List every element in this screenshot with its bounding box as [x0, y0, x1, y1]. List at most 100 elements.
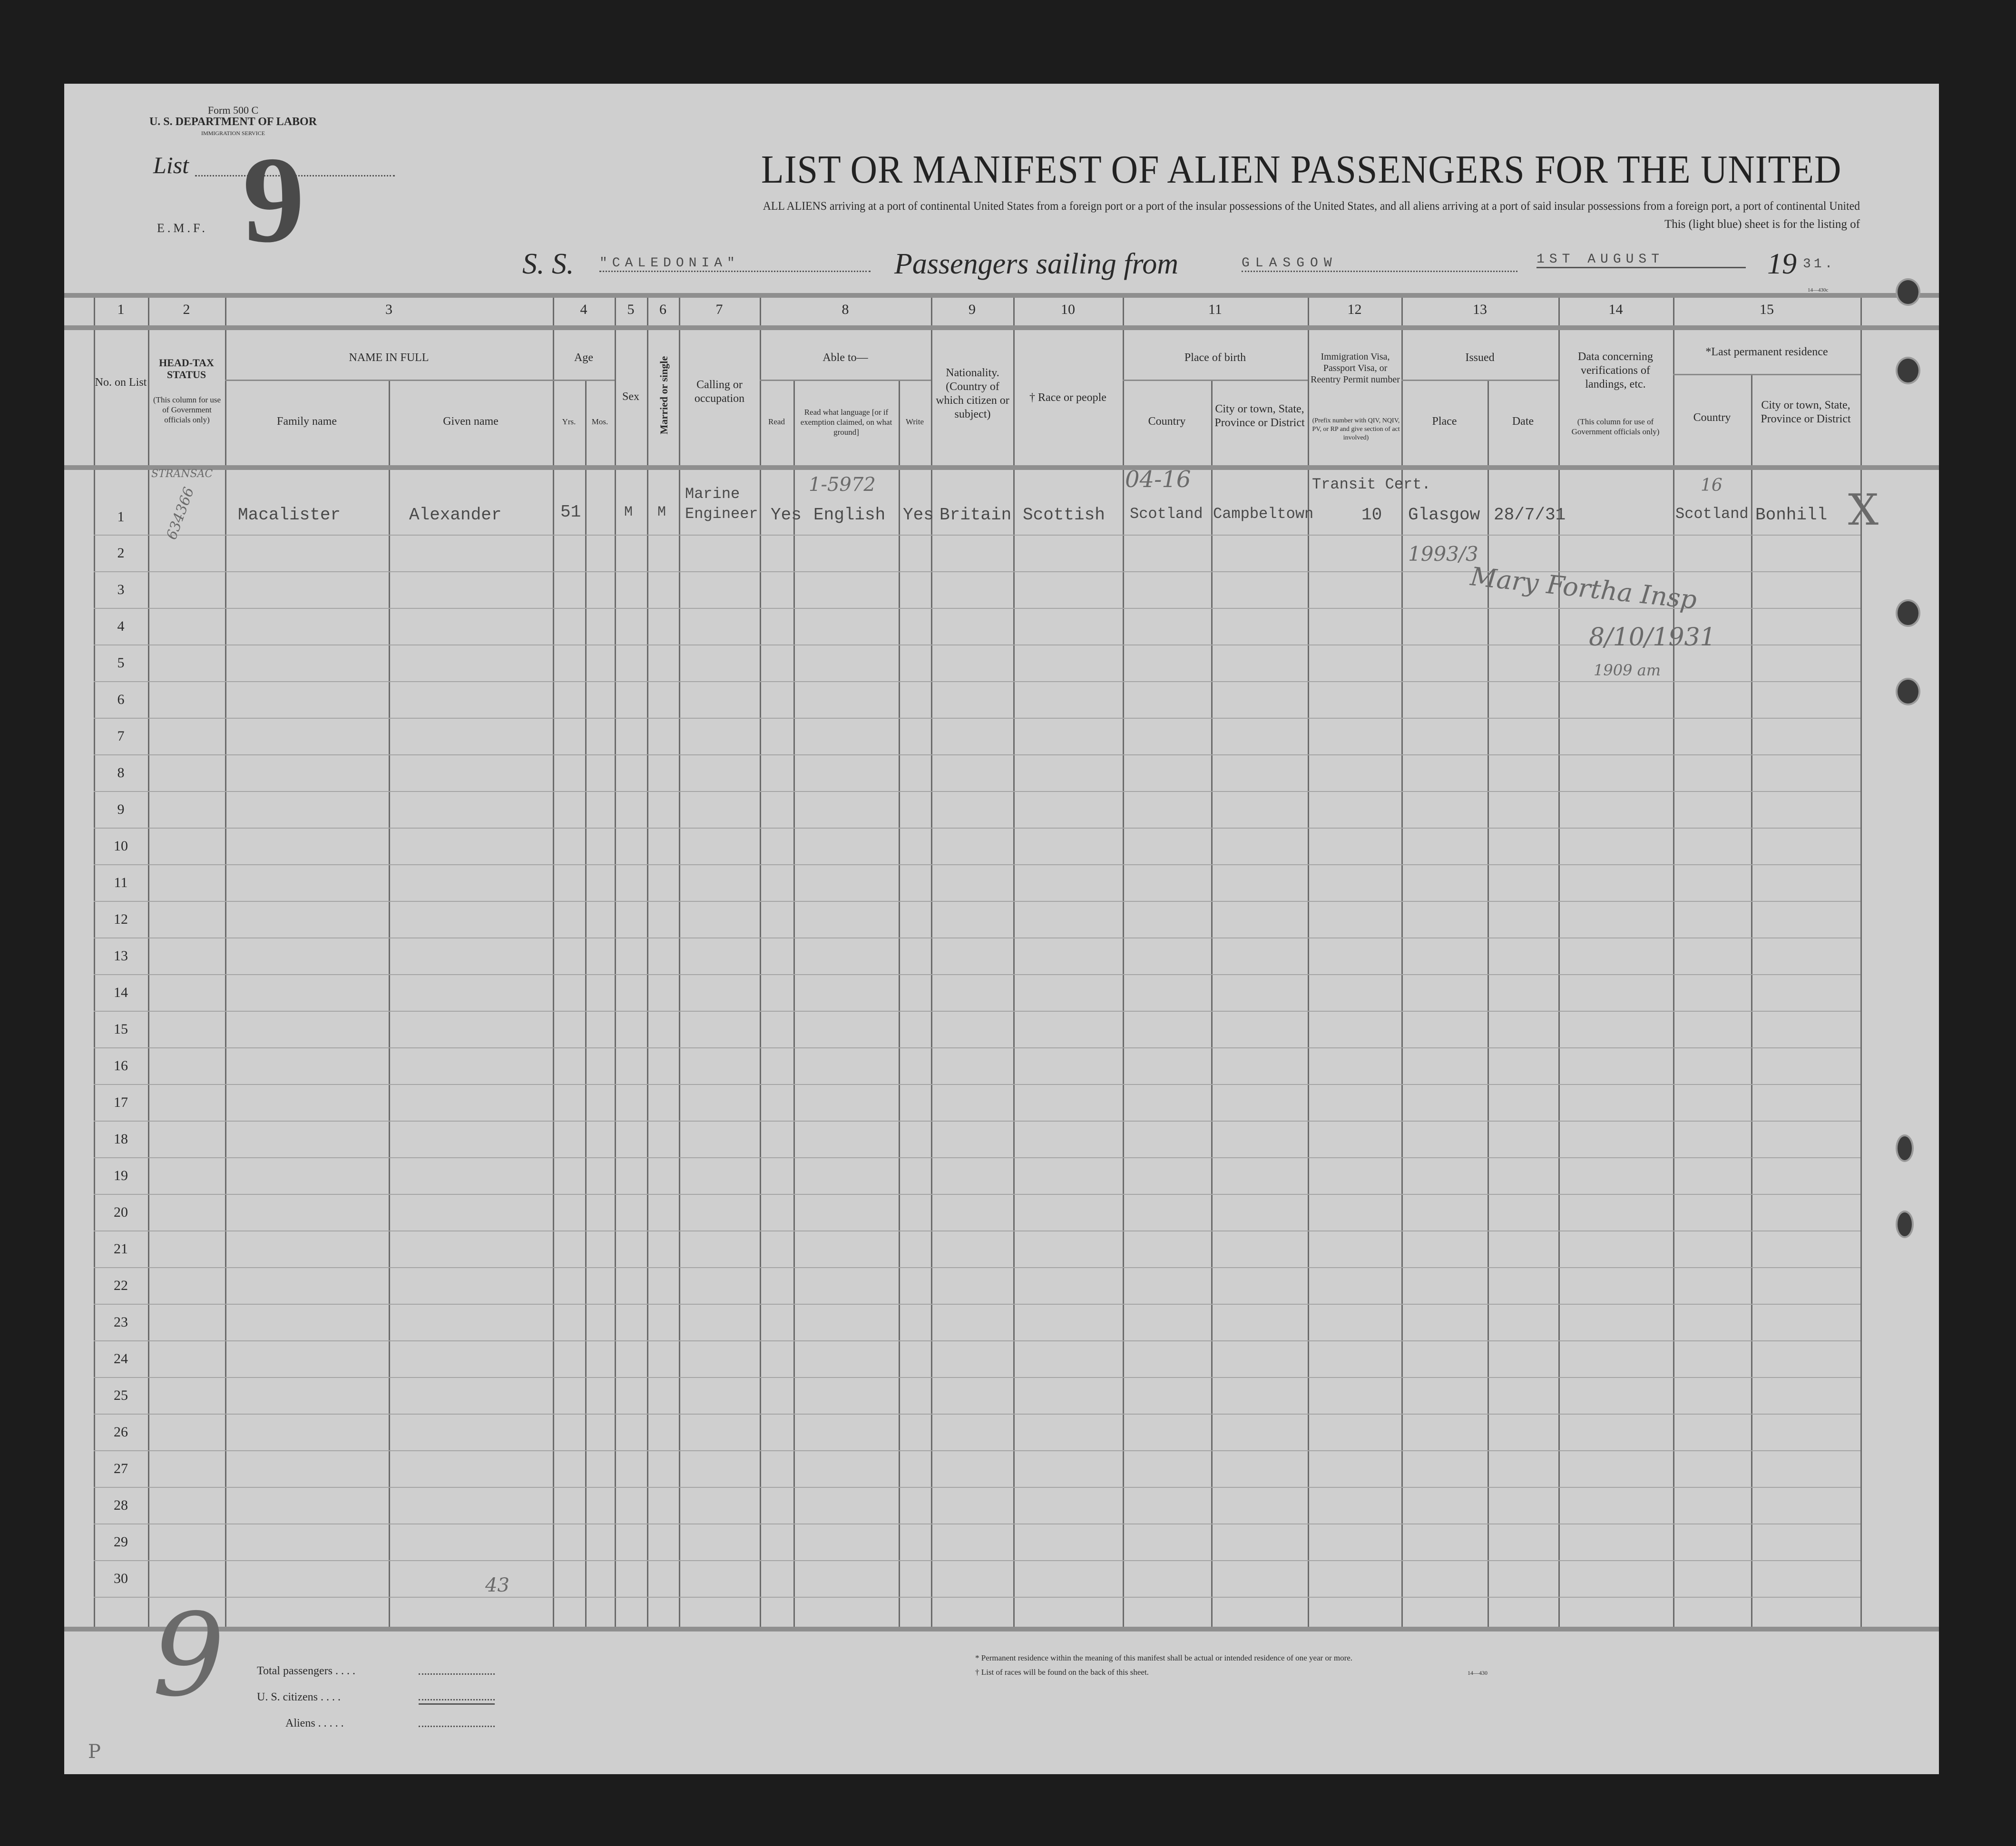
row-line [94, 791, 1860, 792]
column-number: 15 [1760, 302, 1774, 317]
us-citizens-field [419, 1699, 495, 1705]
visa-number: 10 [1361, 505, 1382, 525]
column-divider [1123, 293, 1124, 1627]
header-visa-note: (Prefix number with QIV, NQIV, PV, or RP… [1312, 417, 1400, 441]
row-number: 22 [114, 1278, 128, 1293]
header-mos: Mos. [591, 417, 608, 426]
row-line [94, 1340, 1860, 1341]
header-age: Age [574, 352, 593, 364]
row-line [94, 535, 1860, 536]
row-line [94, 1194, 1860, 1195]
sailing-label: Passengers sailing from [894, 248, 1179, 280]
punch-hole [1896, 1211, 1914, 1238]
issued-date: 28/7/31 [1494, 505, 1566, 525]
emf-label: E.M.F. [157, 221, 208, 235]
issued-place: Glasgow [1408, 505, 1480, 525]
row-number: 16 [114, 1058, 128, 1074]
row-number: 2 [117, 545, 125, 561]
row-number: 30 [114, 1571, 128, 1586]
header-head-tax: HEAD-TAX STATUS [159, 357, 214, 381]
row-number: 29 [114, 1534, 128, 1550]
column-number: 12 [1347, 302, 1362, 317]
subcolumn-divider [585, 381, 587, 1627]
row-number: 27 [114, 1461, 128, 1476]
row-line [94, 754, 1860, 755]
column-number: 9 [969, 302, 976, 317]
year-prefix: 19 [1767, 248, 1797, 280]
column-divider [148, 293, 149, 1627]
row-number: 23 [114, 1314, 128, 1330]
header-data-note: (This column for use of Government offic… [1571, 417, 1660, 436]
row-number: 26 [114, 1424, 128, 1440]
corner-p: P [88, 1741, 101, 1763]
header-issued-date: Date [1512, 415, 1534, 428]
header-res-country: Country [1693, 411, 1731, 424]
group-underline [760, 380, 931, 381]
age-yrs: 51 [560, 502, 581, 522]
page-title: LIST OR MANIFEST OF ALIEN PASSENGERS FOR… [761, 147, 1842, 192]
department: U. S. DEPARTMENT OF LABOR [149, 116, 317, 128]
group-underline [1123, 380, 1308, 381]
row-number: 25 [114, 1387, 128, 1403]
header-given-name: Given name [443, 415, 499, 428]
port-field: GLASGOW [1242, 256, 1517, 272]
marital-status: M [657, 504, 666, 520]
header-sex: Sex [622, 391, 639, 403]
column-divider [679, 293, 680, 1627]
subcolumn-divider [1488, 381, 1489, 1627]
row-line [94, 608, 1860, 609]
birth-annotation: 04-16 [1125, 466, 1191, 493]
row-line [94, 1304, 1860, 1305]
header-yrs: Yrs. [562, 417, 576, 426]
group-underline [1673, 374, 1860, 375]
column-divider [647, 293, 648, 1627]
aliens-label: Aliens . . . . . [285, 1717, 344, 1729]
row-line [94, 901, 1860, 902]
header-family-name: Family name [277, 415, 337, 428]
column-number: 13 [1473, 302, 1487, 317]
column-number: 6 [659, 302, 666, 317]
date-field: 1ST AUGUST [1536, 252, 1746, 268]
table-rule [64, 293, 1939, 298]
column-number: 8 [842, 302, 849, 317]
column-divider [931, 293, 932, 1627]
table-rule [64, 325, 1939, 330]
row-line [94, 864, 1860, 865]
form-code-top: 14—430c [1808, 287, 1829, 293]
subcolumn-divider [1751, 375, 1752, 1627]
header-read-what: Read what language [or if exemption clai… [800, 408, 892, 437]
subcolumn-divider [389, 381, 390, 1627]
language: English [813, 505, 886, 525]
footnote-races: † List of races will be found on the bac… [975, 1668, 1149, 1677]
row-number: 8 [117, 765, 125, 781]
table-rule [64, 465, 1939, 470]
header-able-to: Able to— [822, 352, 868, 364]
punch-hole [1896, 357, 1920, 384]
row-number: 21 [114, 1241, 128, 1257]
row-number: 9 [117, 801, 125, 817]
can-read: Yes [771, 505, 802, 525]
year-suffix: 31. [1803, 257, 1836, 272]
given-name: Alexander [409, 505, 502, 525]
sex: M [624, 504, 633, 520]
column-number: 14 [1608, 302, 1623, 317]
family-name: Macalister [238, 505, 341, 525]
column-divider [1558, 293, 1560, 1627]
us-citizens-label: U. S. citizens . . . . [257, 1691, 341, 1703]
residence-annotation: 16 [1701, 476, 1722, 495]
aliens-field [419, 1726, 495, 1727]
bottom-mark: 43 [485, 1574, 509, 1596]
header-res-city: City or town, State, Province or Distric… [1761, 399, 1851, 425]
row-line [94, 681, 1860, 682]
punch-hole [1896, 599, 1920, 627]
margin-nine: 9 [152, 1589, 225, 1722]
header-no-on-list: No. on List [95, 376, 147, 389]
header-name-in-full: NAME IN FULL [349, 352, 429, 364]
occupation-line1: Marine [685, 485, 740, 503]
table-bottom-rule [64, 1627, 1939, 1631]
birth-country: Scotland [1130, 505, 1203, 523]
row-line [94, 1597, 1860, 1598]
header-pob-city: City or town, State, Province or Distric… [1214, 403, 1305, 429]
ship-name-field: "CALEDONIA" [599, 256, 871, 272]
list-label: List [153, 152, 189, 178]
